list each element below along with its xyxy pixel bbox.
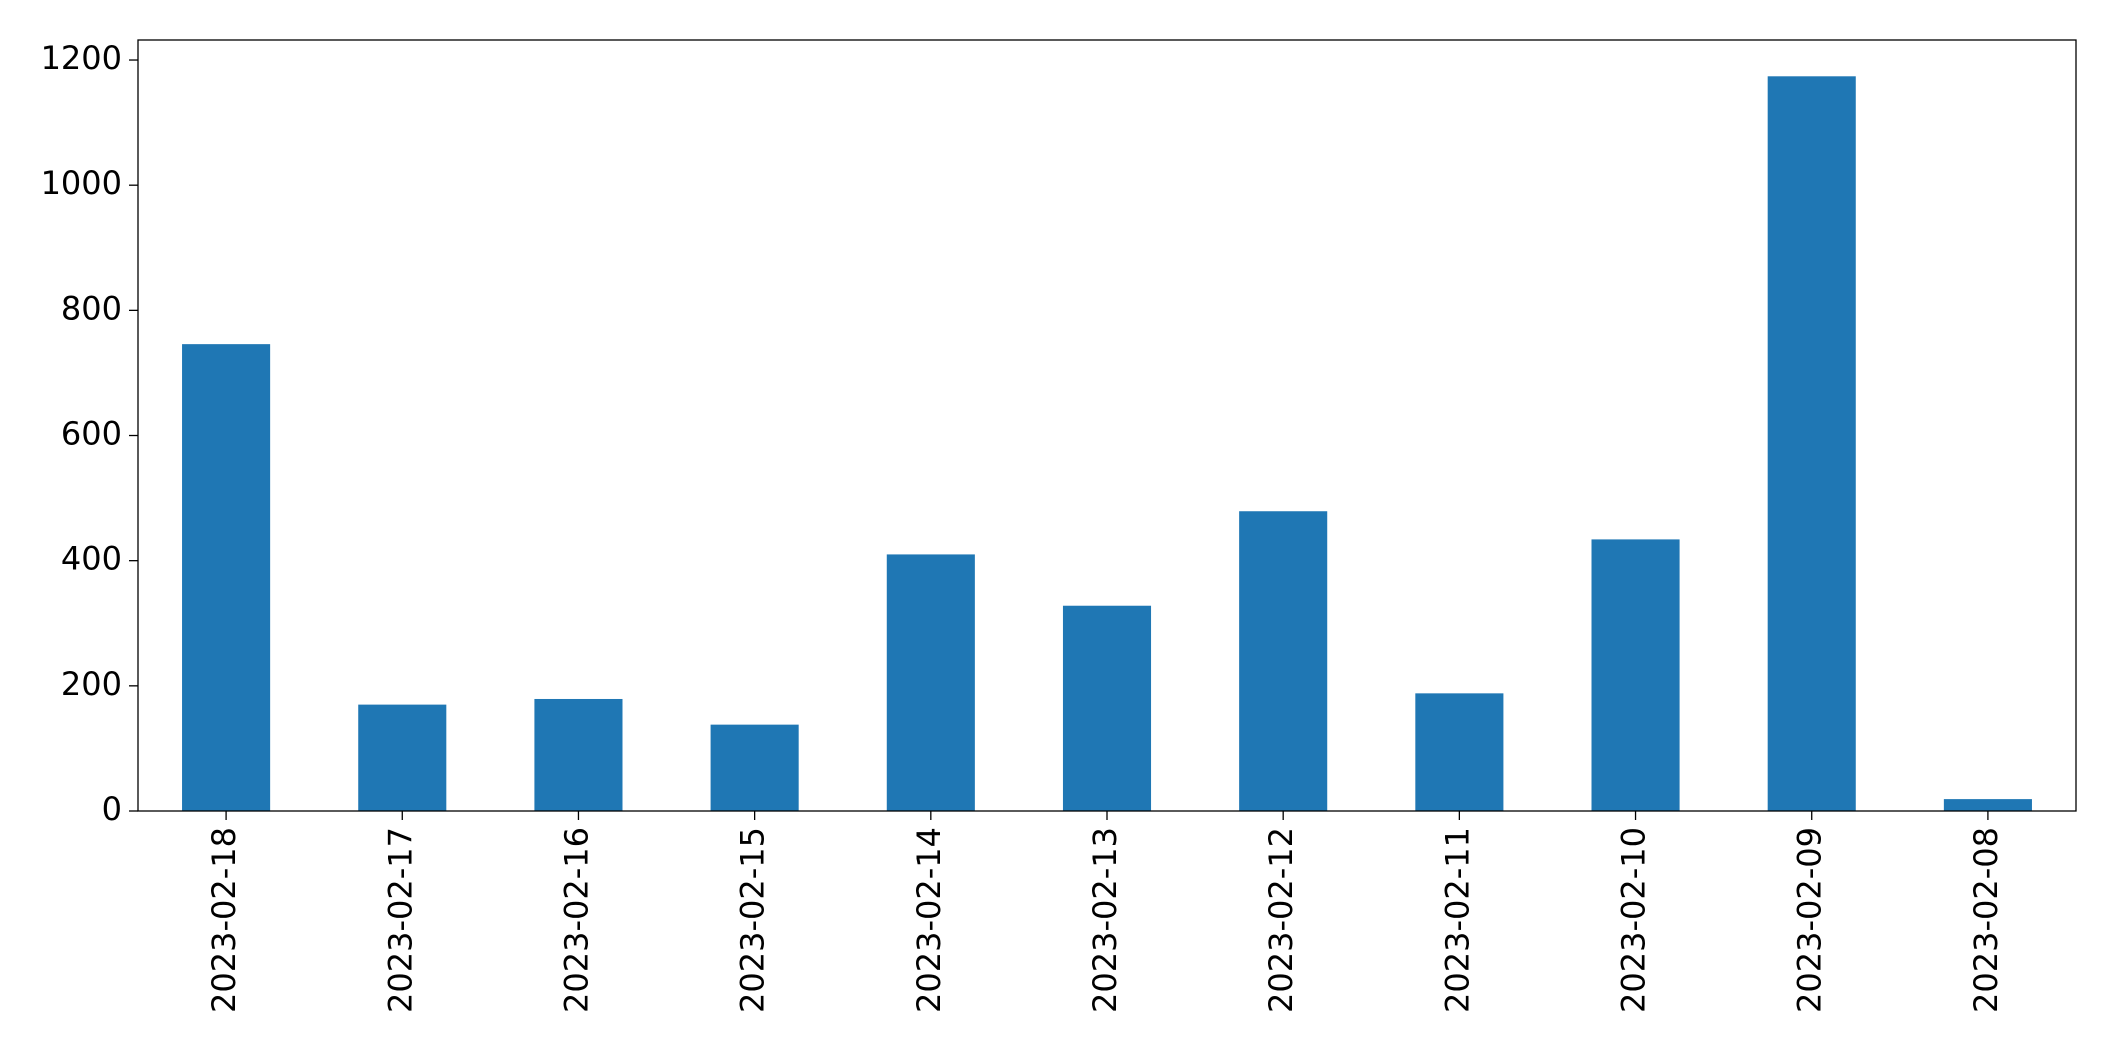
x-tick-label: 2023-02-10 (1615, 827, 1653, 1013)
y-tick-label: 800 (61, 289, 122, 327)
bar (1239, 511, 1328, 811)
x-tick-label: 2023-02-17 (381, 827, 419, 1013)
y-tick-label: 200 (61, 665, 122, 703)
x-tick-label: 2023-02-09 (1791, 827, 1829, 1013)
plot-frame (137, 39, 2077, 812)
bar (1943, 799, 2032, 811)
bar (358, 704, 447, 811)
y-tick-label: 1200 (41, 39, 122, 77)
bar (1591, 539, 1680, 811)
x-tick-label: 2023-02-13 (1086, 827, 1124, 1013)
bar (1415, 693, 1504, 811)
y-tick-label: 0 (102, 790, 122, 828)
x-tick-label: 2023-02-12 (1262, 827, 1300, 1013)
x-tick-label: 2023-02-08 (1967, 827, 2005, 1013)
x-tick-label: 2023-02-11 (1438, 827, 1476, 1013)
bar (534, 698, 623, 811)
y-tick-label: 1000 (41, 164, 122, 202)
bar (1767, 76, 1856, 812)
bar (1062, 605, 1152, 811)
x-tick-label: 2023-02-16 (557, 827, 595, 1013)
x-tick-label: 2023-02-18 (205, 827, 243, 1013)
bar (182, 344, 271, 811)
x-tick-label: 2023-02-15 (734, 827, 772, 1013)
x-tick-label: 2023-02-14 (910, 827, 948, 1013)
bar (886, 554, 975, 811)
y-tick-label: 400 (61, 540, 122, 578)
bar (710, 724, 799, 811)
y-tick-label: 600 (61, 415, 122, 453)
